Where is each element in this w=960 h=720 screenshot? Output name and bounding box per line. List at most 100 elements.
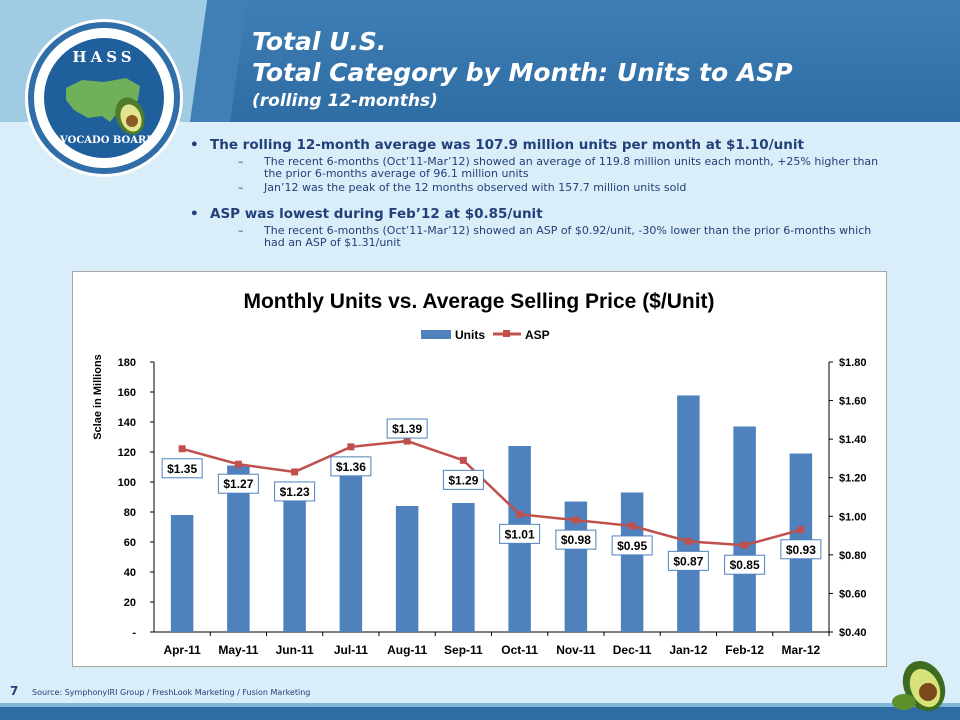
asp-data-label-box	[667, 550, 709, 571]
source-note: Source: SymphonyIRI Group / FreshLook Ma…	[32, 688, 311, 697]
asp-data-label: $1.35	[167, 462, 197, 476]
y-axis-label: Sclae in Millions	[92, 354, 104, 440]
bullet-asp: ASP was lowest during Feb’12 at $0.85/un…	[190, 206, 890, 223]
bullet-units-sub-2: Jan’12 was the peak of the 12 months obs…	[190, 182, 890, 195]
y-tick-label: 120	[118, 447, 136, 459]
y-tick-label: 160	[118, 387, 136, 399]
asp-marker	[178, 445, 186, 453]
y2-tick-label: $1.40	[839, 434, 867, 446]
us-map-avocado-icon	[66, 78, 145, 135]
asp-data-label-box	[386, 418, 428, 439]
units-asp-chart: Monthly Units vs. Average Selling Price …	[92, 290, 867, 657]
bar-units	[452, 503, 475, 632]
asp-marker	[459, 456, 467, 464]
y-tick-label: 40	[124, 567, 136, 579]
asp-data-label-box	[724, 554, 766, 575]
logo-inner: HASS AVOCADO BOARD	[44, 38, 164, 158]
asp-data-label: $0.85	[730, 558, 760, 572]
page-number: 7	[10, 684, 19, 698]
asp-marker	[797, 526, 805, 534]
x-tick-label: Feb-12	[725, 643, 764, 657]
logo-bottom-text: AVOCADO BOARD	[53, 135, 155, 146]
y-tick-label: 60	[124, 537, 136, 549]
asp-data-label: $1.23	[280, 485, 310, 499]
bar-units	[170, 515, 194, 632]
asp-data-label-box	[780, 539, 822, 560]
asp-data-label-box	[161, 458, 203, 479]
chart-legend: Units ASP	[421, 328, 550, 342]
bar-units	[677, 395, 700, 632]
y-tick-label: 180	[118, 357, 136, 369]
y-tick-label: -	[132, 627, 136, 639]
y2-tick-label: $1.00	[839, 511, 867, 523]
y2-tick-label: $1.80	[839, 357, 867, 369]
asp-marker	[291, 468, 299, 476]
asp-data-label-box	[274, 481, 316, 502]
legend-asp-marker	[503, 330, 510, 337]
legend-units-swatch	[421, 330, 451, 339]
x-tick-label: May-11	[218, 643, 258, 657]
x-tick-label: Aug-11	[387, 643, 427, 657]
chart-title: Monthly Units vs. Average Selling Price …	[243, 290, 714, 313]
bar-units	[227, 465, 250, 632]
plot-area: - 20 40 60 80 100 120 140 160 180 $0.40 $0.60 $0.80 $…	[118, 357, 867, 657]
x-tick-label: Apr-11	[163, 643, 201, 657]
asp-data-label-box	[330, 456, 372, 477]
bullet-units: The rolling 12-month average was 107.9 m…	[190, 137, 890, 154]
page-subtitle: Total Category by Month: Units to ASP	[252, 58, 793, 87]
hass-avocado-board-logo: HASS AVOCADO BOARD	[28, 22, 180, 174]
asp-data-label: $1.39	[392, 422, 422, 436]
bar-units	[283, 500, 306, 632]
asp-marker	[403, 437, 411, 445]
page-title: Total U.S.	[252, 27, 387, 56]
bullet-units-sub-1: The recent 6-months (Oct’11-Mar’12) show…	[190, 156, 890, 180]
y2-tick-label: $0.40	[839, 627, 867, 639]
y2-tick-label: $1.60	[839, 396, 867, 408]
asp-data-label: $0.95	[617, 539, 647, 553]
x-tick-label: Nov-11	[556, 643, 596, 657]
title-block: Total U.S. Total Category by Month: Unit…	[252, 26, 793, 114]
page-subtitle-note: (rolling 12-months)	[252, 91, 438, 111]
y-tick-label: 80	[124, 507, 136, 519]
x-tick-label: Oct-11	[501, 643, 538, 657]
asp-marker	[628, 522, 636, 530]
asp-marker	[234, 460, 242, 468]
asp-data-label-box	[555, 529, 597, 550]
y-tick-label: 100	[118, 477, 136, 489]
legend-units-label: Units	[455, 328, 485, 342]
asp-data-label-box	[611, 535, 653, 556]
bar-units	[620, 492, 644, 632]
x-tick-label: Jun-11	[276, 643, 314, 657]
x-tick-label: Sep-11	[444, 643, 483, 657]
x-tick-label: Jan-12	[669, 643, 707, 657]
x-tick-label: Jul-11	[334, 643, 368, 657]
y-tick-label: 140	[118, 417, 136, 429]
asp-data-label-box	[442, 469, 484, 490]
asp-marker	[741, 541, 749, 549]
avocado-icon	[892, 660, 946, 712]
footer-band	[0, 703, 960, 720]
bar-units	[733, 426, 756, 632]
asp-line	[181, 439, 802, 547]
y2-tick-label: $1.20	[839, 473, 867, 485]
asp-data-label: $0.93	[786, 543, 816, 557]
logo-top-text: HASS	[72, 48, 136, 66]
asp-marker	[516, 510, 524, 518]
bullet-asp-sub-1: The recent 6-months (Oct’11-Mar’12) show…	[190, 225, 890, 249]
x-tick-label: Mar-12	[782, 643, 821, 657]
asp-data-label-box	[499, 523, 541, 544]
asp-marker	[572, 516, 580, 524]
bar-units	[395, 506, 419, 632]
asp-data-label: $1.36	[336, 460, 366, 474]
legend-asp-label: ASP	[525, 328, 550, 342]
asp-data-label: $0.87	[673, 554, 703, 568]
asp-data-label: $1.27	[223, 477, 253, 491]
y2-tick-label: $0.80	[839, 550, 867, 562]
asp-data-label: $1.29	[448, 473, 478, 487]
asp-data-label-box	[217, 473, 259, 494]
y2-tick-label: $0.60	[839, 588, 867, 600]
asp-data-label: $1.01	[505, 527, 535, 541]
chart-frame: Monthly Units vs. Average Selling Price …	[72, 271, 887, 667]
summary-bullets: The rolling 12-month average was 107.9 m…	[190, 137, 890, 249]
y-tick-label: 20	[124, 597, 136, 609]
